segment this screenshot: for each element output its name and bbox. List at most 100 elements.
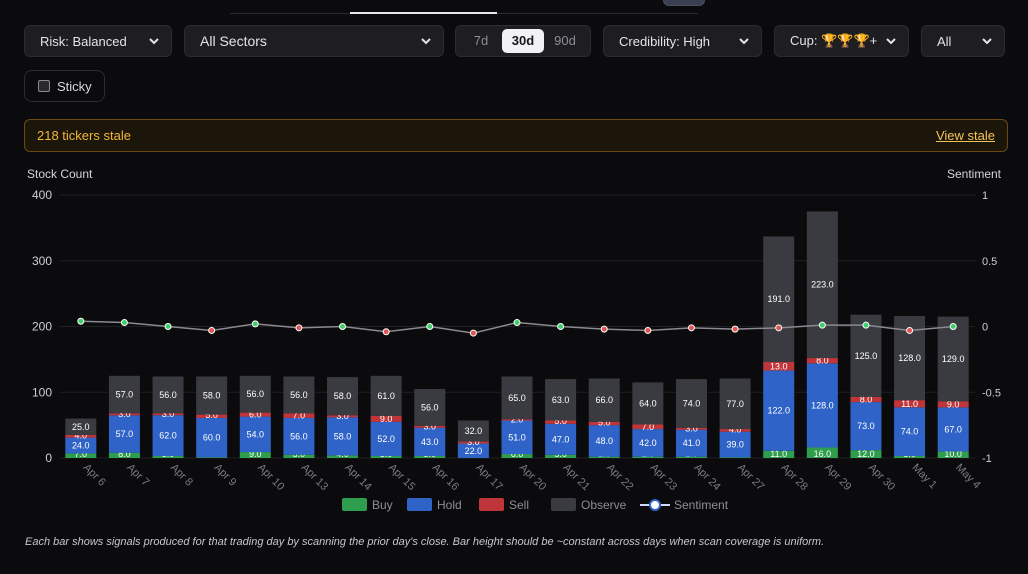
- bar-segment-sell[interactable]: [239, 412, 271, 417]
- bar-segment-sell[interactable]: [850, 396, 882, 403]
- bar-segment-sell[interactable]: [196, 414, 228, 418]
- bar-segment-observe[interactable]: [283, 376, 315, 414]
- bar-segment-sell[interactable]: [894, 400, 926, 408]
- bar-segment-buy[interactable]: [545, 454, 577, 458]
- bar-segment-hold[interactable]: [65, 437, 97, 454]
- bar-segment-buy[interactable]: [370, 456, 402, 458]
- sentiment-point[interactable]: [687, 324, 695, 332]
- sentiment-point[interactable]: [164, 323, 172, 330]
- legend-swatch-hold[interactable]: [407, 498, 432, 511]
- bar-segment-buy[interactable]: [108, 452, 140, 458]
- bar-segment-buy[interactable]: [501, 454, 533, 458]
- bar-segment-hold[interactable]: [239, 416, 271, 453]
- legend-swatch-sell[interactable]: [479, 498, 504, 511]
- bar-segment-sell[interactable]: [632, 424, 664, 430]
- bar-segment-sell[interactable]: [414, 425, 446, 428]
- bar-segment-buy[interactable]: [719, 457, 751, 458]
- bar-segment-observe[interactable]: [370, 375, 402, 416]
- bar-segment-hold[interactable]: [370, 421, 402, 457]
- bar-segment-buy[interactable]: [65, 453, 97, 458]
- sentiment-point[interactable]: [818, 321, 826, 329]
- tab-badge[interactable]: [663, 0, 705, 6]
- bar-segment-observe[interactable]: [719, 378, 751, 430]
- bar-segment-observe[interactable]: [806, 211, 838, 359]
- bar-segment-sell[interactable]: [108, 413, 140, 416]
- sentiment-point[interactable]: [862, 321, 870, 329]
- bar-segment-hold[interactable]: [152, 415, 184, 457]
- bar-segment-hold[interactable]: [632, 429, 664, 457]
- legend-swatch-buy[interactable]: [342, 498, 367, 511]
- bar-segment-buy[interactable]: [675, 456, 707, 458]
- sticky-checkbox[interactable]: [38, 80, 50, 92]
- bar-segment-observe[interactable]: [152, 376, 184, 414]
- bar-segment-hold[interactable]: [283, 417, 315, 455]
- bar-segment-buy[interactable]: [152, 456, 184, 458]
- bar-segment-buy[interactable]: [283, 454, 315, 458]
- sentiment-point[interactable]: [295, 324, 303, 332]
- bar-segment-observe[interactable]: [108, 375, 140, 414]
- period-7d[interactable]: 7d: [473, 33, 489, 48]
- credibility-select[interactable]: Credibility: High: [603, 25, 762, 57]
- sentiment-point[interactable]: [251, 320, 259, 328]
- bar-segment-buy[interactable]: [894, 456, 926, 458]
- cup-select[interactable]: Cup: 🏆🏆🏆+: [774, 25, 909, 57]
- bar-segment-hold[interactable]: [850, 402, 882, 451]
- bar-segment-hold[interactable]: [545, 423, 577, 455]
- bar-segment-sell[interactable]: [65, 434, 97, 438]
- sentiment-point[interactable]: [208, 326, 216, 334]
- bar-segment-observe[interactable]: [457, 420, 489, 442]
- bar-segment-sell[interactable]: [937, 401, 969, 408]
- bar-segment-hold[interactable]: [719, 431, 751, 458]
- bar-segment-buy[interactable]: [632, 456, 664, 458]
- bar-segment-buy[interactable]: [850, 450, 882, 458]
- bar-segment-observe[interactable]: [239, 375, 271, 413]
- bar-segment-sell[interactable]: [327, 415, 359, 418]
- bar-segment-hold[interactable]: [806, 363, 838, 448]
- bar-segment-buy[interactable]: [239, 452, 271, 458]
- sentiment-point[interactable]: [469, 329, 477, 337]
- bar-segment-observe[interactable]: [763, 236, 795, 363]
- sentiment-point[interactable]: [644, 326, 652, 334]
- bar-segment-observe[interactable]: [937, 316, 969, 402]
- sentiment-point[interactable]: [513, 319, 521, 327]
- bar-segment-sell[interactable]: [370, 415, 402, 422]
- bar-segment-hold[interactable]: [327, 417, 359, 456]
- bar-segment-buy[interactable]: [806, 447, 838, 458]
- bar-segment-observe[interactable]: [65, 418, 97, 435]
- bar-segment-sell[interactable]: [283, 413, 315, 418]
- bar-segment-observe[interactable]: [588, 378, 620, 422]
- bar-segment-sell[interactable]: [152, 413, 184, 416]
- sentiment-point[interactable]: [77, 317, 85, 325]
- bar-segment-sell[interactable]: [763, 362, 795, 371]
- bar-segment-observe[interactable]: [414, 388, 446, 426]
- bar-segment-sell[interactable]: [457, 441, 489, 444]
- period-30d[interactable]: 30d: [502, 29, 544, 53]
- bar-segment-observe[interactable]: [545, 379, 577, 421]
- bar-segment-hold[interactable]: [763, 370, 795, 451]
- bar-segment-sell[interactable]: [806, 358, 838, 364]
- period-90d[interactable]: 90d: [554, 33, 576, 48]
- bar-segment-observe[interactable]: [196, 376, 228, 415]
- bar-segment-hold[interactable]: [108, 415, 140, 453]
- sentiment-point[interactable]: [775, 324, 783, 332]
- bar-segment-sell[interactable]: [501, 419, 533, 421]
- sentiment-point[interactable]: [426, 323, 434, 330]
- sentiment-point[interactable]: [382, 328, 390, 336]
- risk-select[interactable]: Risk: Balanced: [24, 25, 172, 57]
- bar-segment-hold[interactable]: [501, 420, 533, 455]
- legend-swatch-observe[interactable]: [551, 498, 576, 511]
- bar-segment-observe[interactable]: [675, 379, 707, 428]
- bar-segment-hold[interactable]: [894, 407, 926, 457]
- bar-segment-hold[interactable]: [414, 427, 446, 457]
- sentiment-point[interactable]: [339, 323, 347, 330]
- bar-segment-buy[interactable]: [937, 451, 969, 458]
- view-stale-link[interactable]: View stale: [935, 128, 995, 143]
- bar-segment-sell[interactable]: [588, 421, 620, 426]
- sentiment-point[interactable]: [557, 323, 565, 330]
- bar-segment-hold[interactable]: [937, 407, 969, 452]
- bar-segment-hold[interactable]: [196, 417, 228, 458]
- bar-segment-hold[interactable]: [588, 425, 620, 457]
- bar-segment-sell[interactable]: [545, 420, 577, 424]
- sentiment-point[interactable]: [600, 325, 608, 333]
- bar-segment-sell[interactable]: [719, 429, 751, 432]
